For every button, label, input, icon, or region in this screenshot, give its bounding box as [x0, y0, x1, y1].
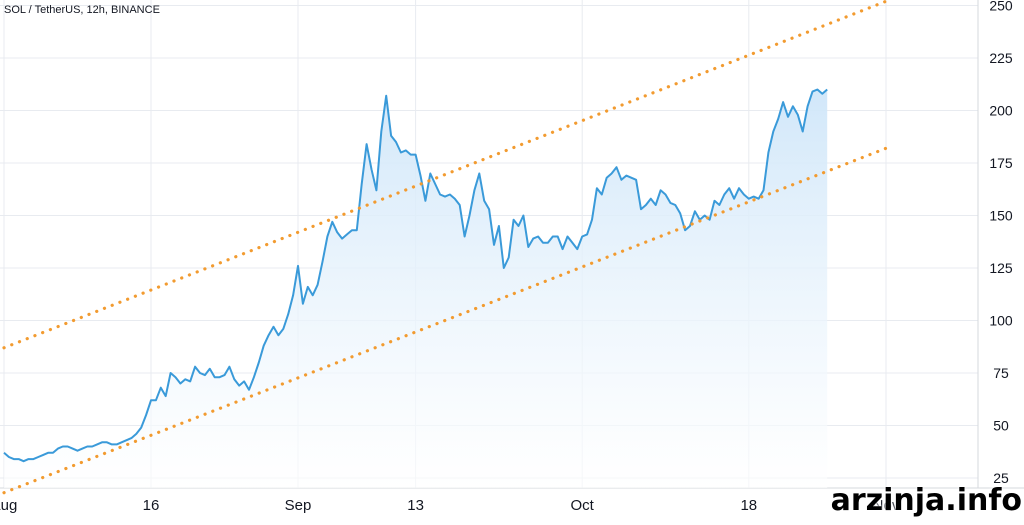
watermark-logo: arzinja.info: [830, 483, 1022, 518]
price-area: [4, 89, 828, 488]
y-tick-label: 25: [993, 470, 1009, 486]
y-tick-label: 200: [989, 103, 1013, 119]
symbol-title: SOL / TetherUS, 12h, BINANCE: [4, 4, 160, 16]
x-tick-label: 16: [143, 497, 160, 514]
y-tick-label: 50: [993, 418, 1009, 434]
y-tick-label: 150: [989, 208, 1013, 224]
x-tick-label: Sep: [285, 497, 312, 514]
x-tick-label: Oct: [571, 497, 595, 514]
channel-lines: [2, 0, 888, 495]
x-tick-label: Aug: [0, 497, 17, 514]
upper-channel-line[interactable]: [2, 0, 888, 350]
x-tick-label: 13: [407, 497, 424, 514]
y-tick-label: 125: [989, 260, 1013, 276]
y-tick-label: 225: [989, 50, 1013, 66]
price-area-fill: [4, 89, 828, 488]
price-series: [3, 88, 828, 463]
y-tick-label: 250: [989, 0, 1013, 14]
y-tick-label: 75: [993, 365, 1009, 381]
y-axis[interactable]: 25 50 75 100 125 150 175 200 225 250: [989, 0, 1013, 486]
x-tick-label: Nov: [873, 497, 900, 514]
x-tick-label: 18: [740, 497, 757, 514]
x-axis[interactable]: Aug 16 Sep 13 Oct 18 Nov: [0, 497, 900, 514]
y-tick-label: 175: [989, 155, 1013, 171]
y-tick-label: 100: [989, 313, 1013, 329]
price-line: [3, 88, 828, 463]
lower-channel-line[interactable]: [2, 146, 888, 495]
